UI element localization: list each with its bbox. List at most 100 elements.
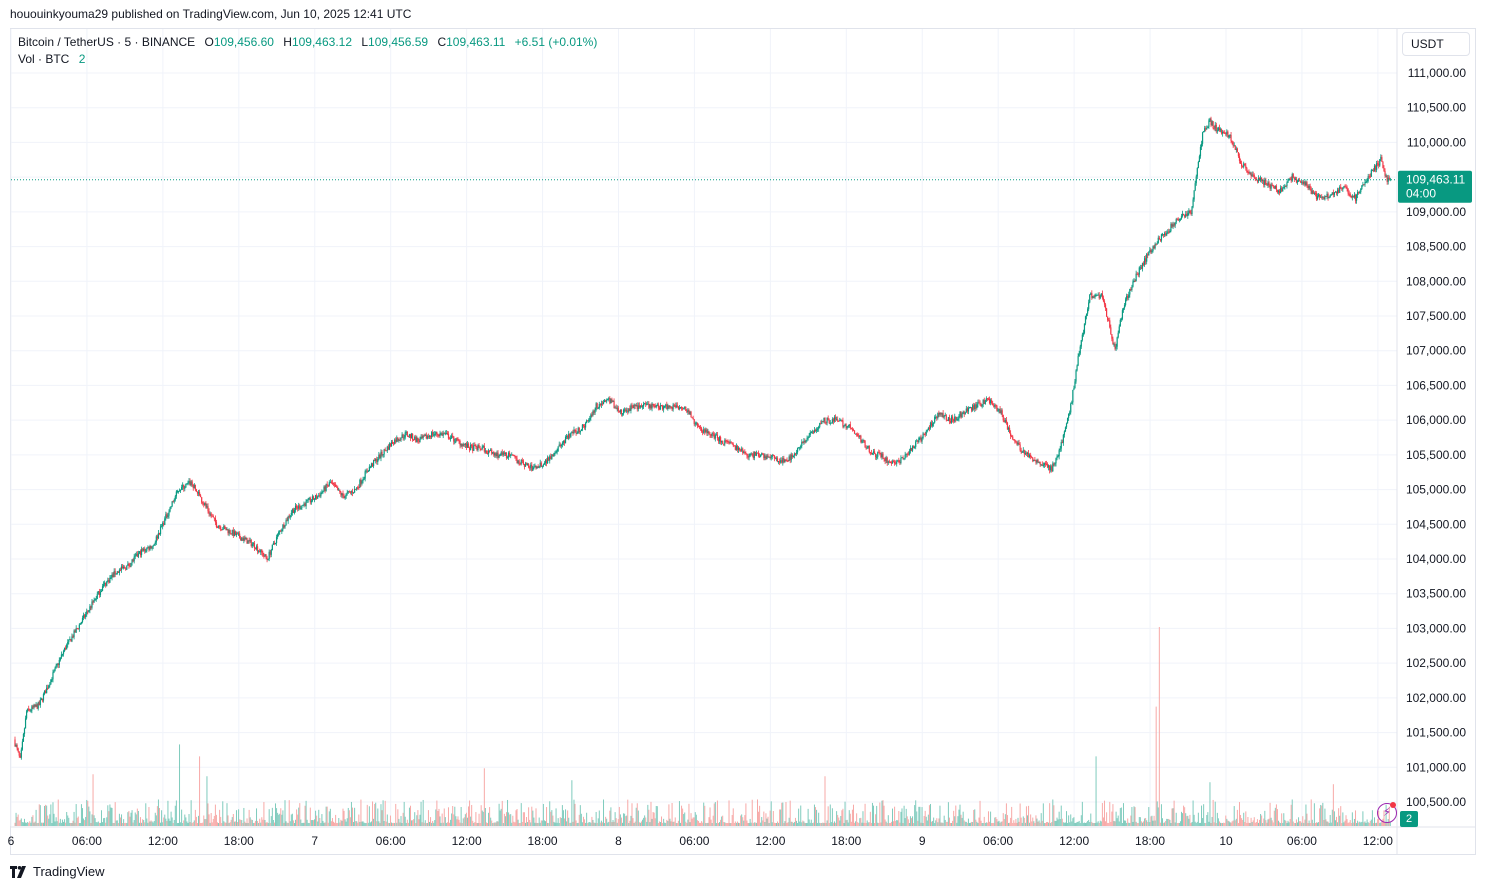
candle-body (577, 427, 579, 434)
volume-bar (412, 820, 414, 826)
symbol-title[interactable]: Bitcoin / TetherUS · 5 · BINANCE (18, 35, 196, 49)
volume-bar (1176, 823, 1178, 826)
volume-bar (918, 806, 920, 826)
volume-bar (74, 822, 76, 826)
candle-body (788, 456, 790, 461)
candle-body (925, 431, 927, 435)
candle-body (495, 453, 497, 456)
candle-body (379, 454, 381, 459)
volume-bar (720, 819, 722, 826)
candle-body (1263, 180, 1265, 185)
volume-label[interactable]: Vol · BTC (18, 52, 70, 66)
volume-bar (1028, 805, 1030, 826)
candle-body (977, 402, 979, 405)
candle-body (776, 458, 779, 462)
volume-bar (1223, 822, 1225, 826)
candle-body (366, 470, 368, 472)
candle-body (668, 405, 670, 408)
candle-body (258, 550, 260, 552)
volume-bar (1012, 823, 1014, 826)
volume-bar (762, 820, 764, 826)
candle-body (193, 484, 195, 489)
volume-bar (1370, 819, 1372, 826)
volume-bar (769, 810, 771, 826)
candle-body (561, 442, 563, 445)
volume-bar (382, 800, 384, 826)
candle-body (110, 577, 112, 579)
volume-bar (639, 822, 641, 826)
volume-bar (1048, 822, 1050, 826)
candle-body (522, 460, 524, 465)
volume-bar (1031, 821, 1033, 826)
candle-body (1106, 308, 1108, 317)
volume-bar (340, 819, 342, 826)
candle-body (949, 421, 952, 423)
candle-body (1087, 309, 1089, 314)
volume-bar (388, 823, 390, 826)
candle-body (70, 639, 72, 642)
volume-bar (1115, 811, 1117, 826)
candle-body (733, 445, 735, 447)
candle-body (212, 516, 214, 518)
volume-bar (405, 822, 407, 826)
volume-bar (1339, 815, 1341, 826)
candle-body (91, 601, 93, 608)
candle-body (1039, 461, 1041, 465)
candle-body (1251, 174, 1253, 177)
x-tick-label: 06:00 (72, 834, 102, 848)
candle-body (1266, 184, 1268, 186)
volume-bar (1366, 819, 1368, 826)
volume-bar (1080, 815, 1082, 826)
candle-body (547, 457, 549, 464)
volume-bar (1057, 819, 1059, 826)
candle-body (744, 451, 746, 454)
candle-body (1095, 294, 1097, 296)
y-tick-label: 107,500.00 (1406, 309, 1466, 323)
candle-body (188, 481, 190, 483)
volume-bar (616, 822, 618, 826)
x-tick-label: 06:00 (679, 834, 709, 848)
volume-bar (884, 819, 886, 826)
candle-body (19, 755, 21, 758)
candle-body (1289, 178, 1291, 180)
volume-bar (1010, 817, 1012, 826)
volume-bar (248, 809, 250, 826)
volume-bar (813, 804, 815, 826)
volume-bar (1358, 822, 1360, 826)
candle-body (206, 506, 208, 508)
volume-bar (1099, 820, 1101, 826)
volume-bar (922, 823, 924, 826)
volume-bar (1312, 823, 1314, 826)
volume-bar (1289, 819, 1291, 826)
volume-bar (347, 807, 349, 826)
volume-bar (609, 810, 611, 826)
volume-bar (305, 800, 307, 826)
volume-bar (721, 816, 723, 826)
volume-bar (807, 808, 809, 826)
candle-body (1008, 427, 1011, 434)
candle-body (947, 417, 949, 421)
currency-button[interactable]: USDT (1402, 32, 1470, 56)
candle-body (274, 543, 277, 545)
alerts-count-badge[interactable]: 2 (1400, 811, 1418, 827)
volume-bar (686, 823, 688, 826)
candle-body (292, 509, 295, 513)
volume-bar (355, 821, 357, 826)
candle-body (881, 453, 883, 458)
volume-bar (945, 821, 947, 826)
volume-bar (695, 814, 697, 826)
lightning-icon[interactable]: ⚡ (1377, 803, 1397, 823)
open-label: O (204, 35, 214, 49)
candle-body (342, 493, 344, 497)
candle-body (1323, 196, 1325, 200)
candle-body (340, 492, 342, 496)
volume-bar (380, 804, 382, 826)
candle-body (676, 405, 678, 407)
footer-brand[interactable]: TradingView (10, 864, 105, 879)
candle-body (896, 461, 898, 464)
candle-body (793, 453, 796, 456)
volume-bar (821, 822, 823, 826)
candle-body (1299, 180, 1301, 182)
volume-bar (1098, 822, 1100, 826)
